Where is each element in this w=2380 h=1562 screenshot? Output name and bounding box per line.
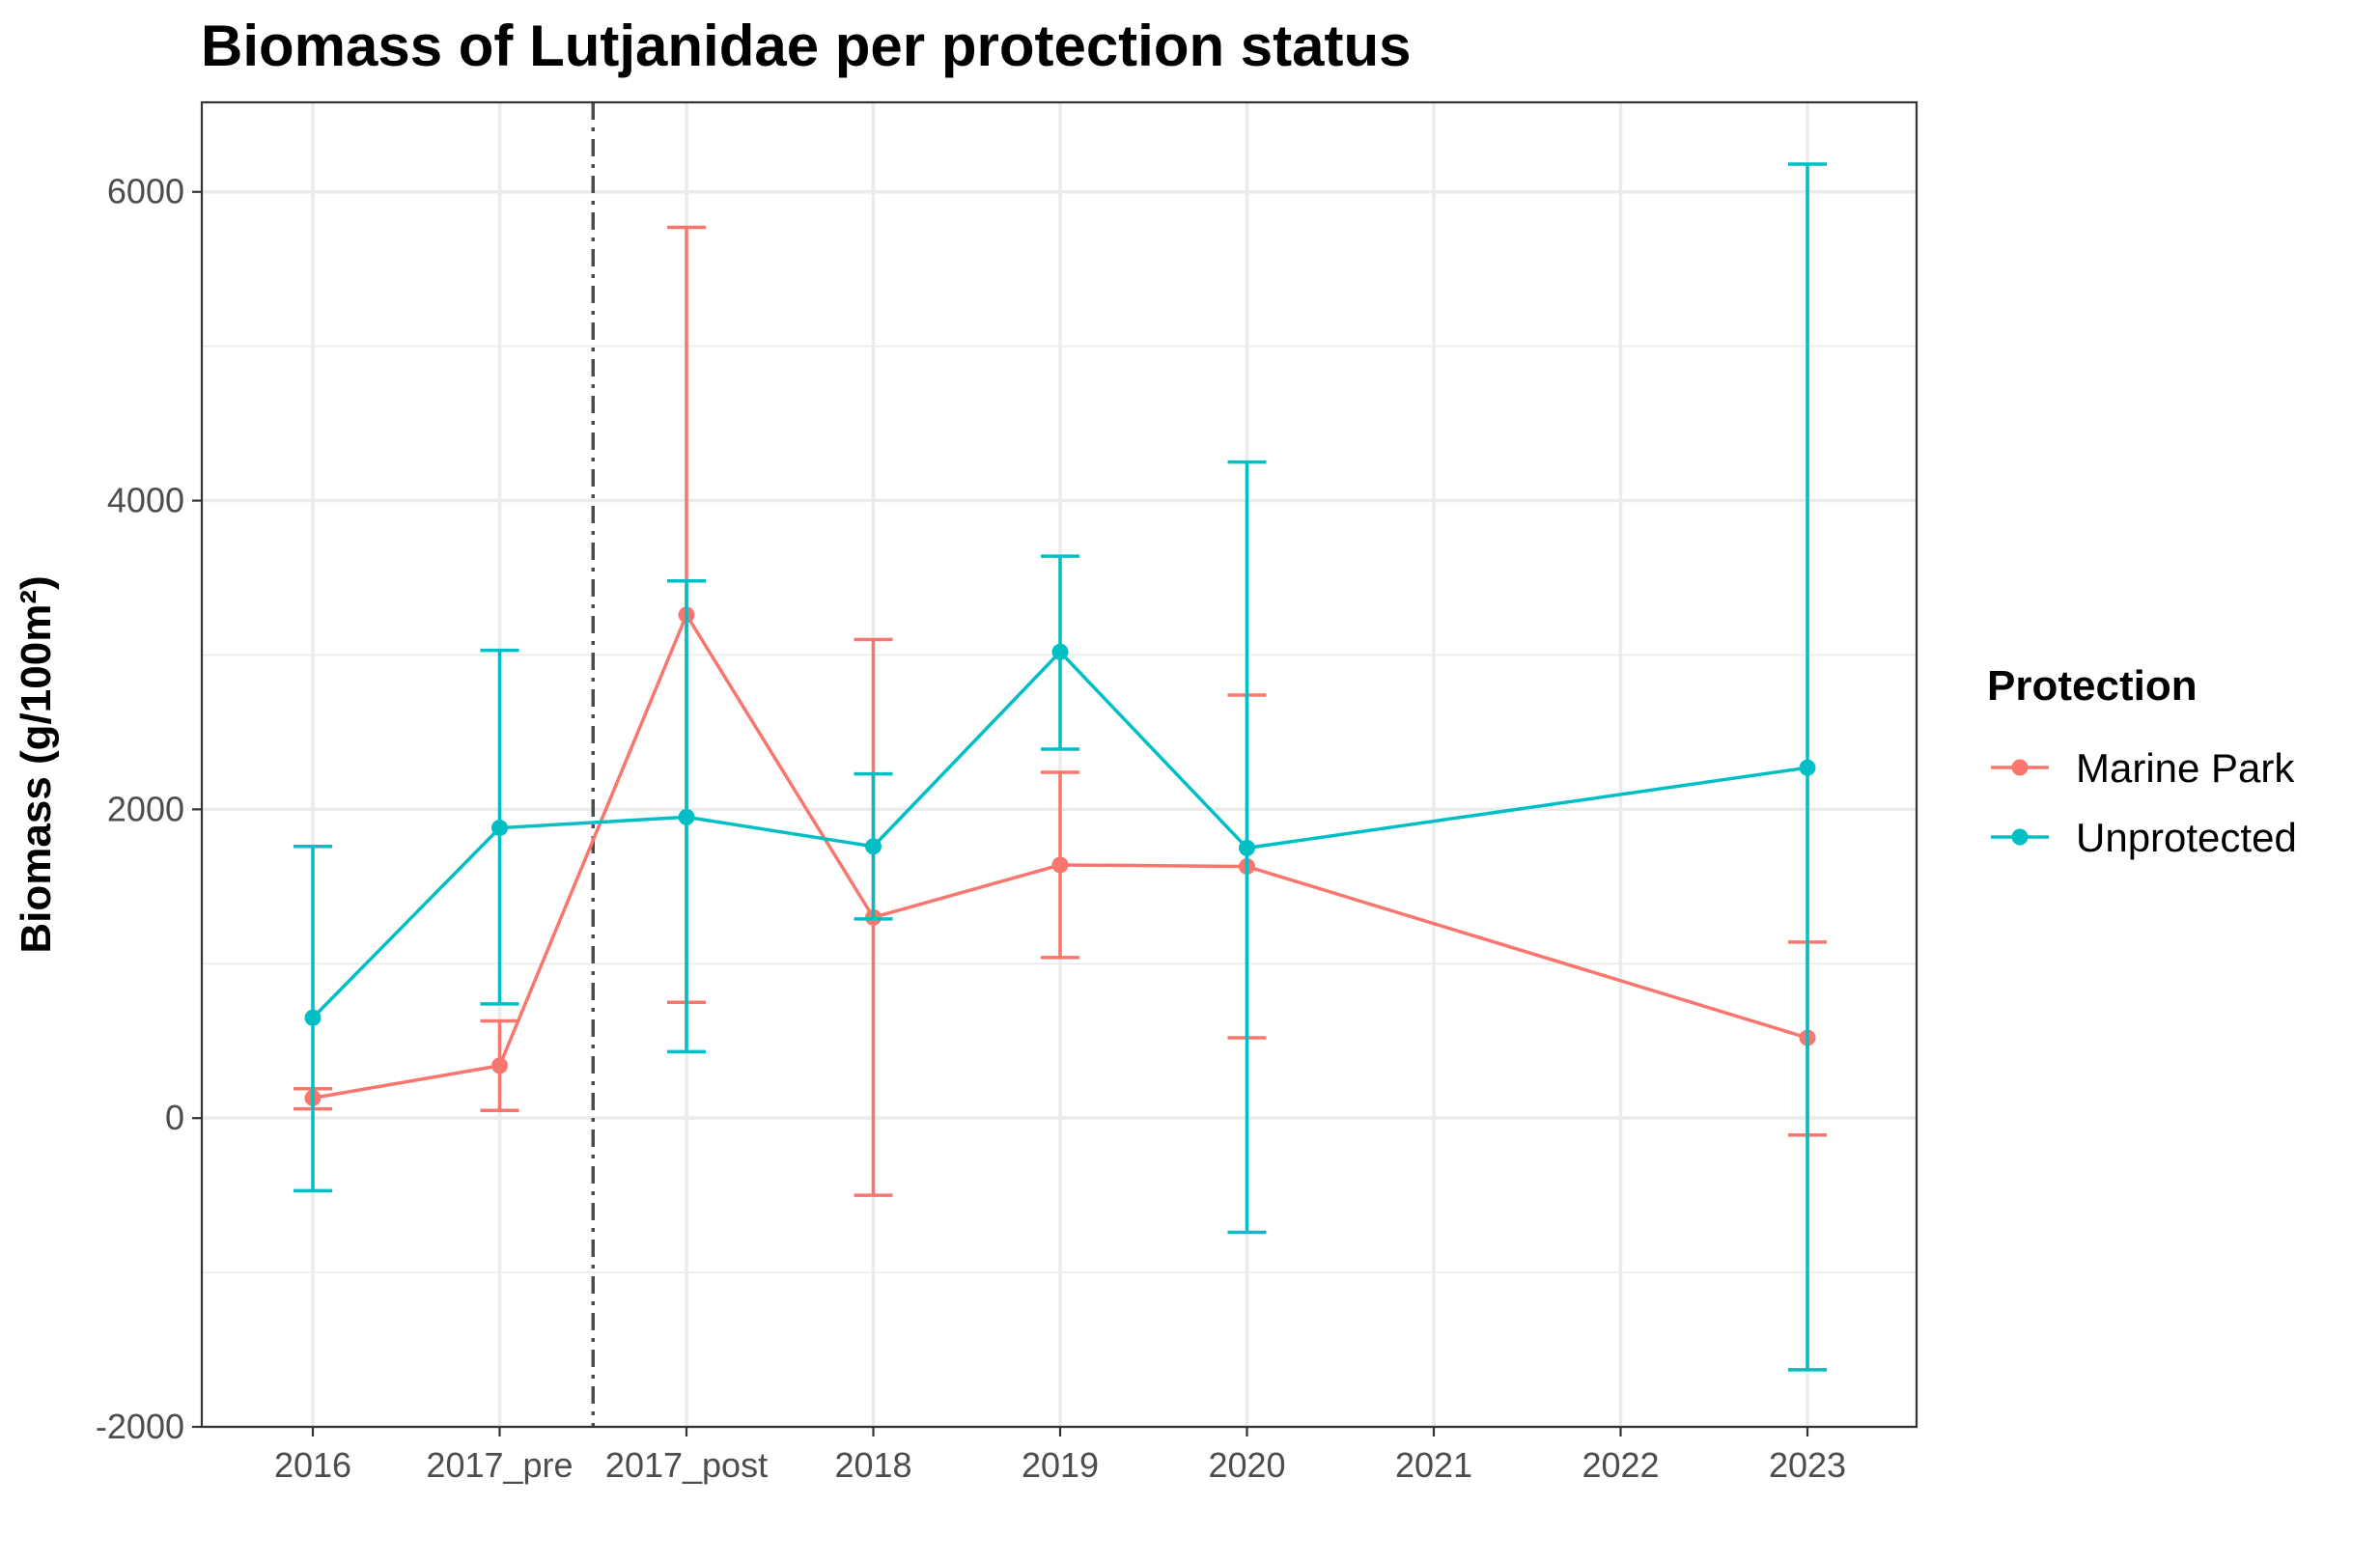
data-point [1799,759,1816,776]
data-point [304,1009,322,1026]
x-tick-label: 2017_post [605,1445,768,1485]
y-tick-label: 6000 [107,172,184,211]
y-tick-label: 4000 [107,481,184,520]
data-point [678,808,695,825]
legend-title: Protection [1987,662,2198,710]
x-tick-label: 2020 [1208,1445,1285,1485]
chart-title: Biomass of Lutjanidae per protection sta… [201,14,1412,78]
x-tick-label: 2023 [1769,1445,1846,1485]
x-tick-label: 2021 [1395,1445,1472,1485]
series-layer [294,162,1827,1372]
data-point [1051,643,1069,660]
x-tick-label: 2019 [1022,1445,1099,1485]
y-tick-label: -2000 [96,1407,184,1446]
x-tick-label: 2018 [834,1445,911,1485]
x-tick-label: 2016 [274,1445,351,1485]
data-point [1051,856,1069,874]
legend-item-marine-park: Marine Park [1991,745,2295,791]
y-tick-label: 0 [165,1098,184,1137]
legend-key-point [2011,759,2029,776]
legend-item-unprotected: Unprotected [1991,815,2297,860]
axes: -2000 0 2000 4000 6000 2016 2017_pre 2017_post 2… [96,172,1846,1485]
x-tick-label: 2017_pre [426,1445,573,1485]
legend-label: Marine Park [2076,745,2295,791]
data-point [1239,839,1255,856]
y-axis-label: Biomass (g/100m²) [13,575,60,953]
series-unprotected [294,162,1827,1372]
x-tick-label: 2022 [1582,1445,1659,1485]
legend: Protection Marine Park Unprotected [1987,662,2297,860]
data-point [865,838,882,855]
y-tick-label: 2000 [107,789,184,828]
legend-key-point [2011,828,2029,846]
data-point [491,1057,508,1074]
legend-label: Unprotected [2076,815,2297,860]
data-point [491,820,508,837]
